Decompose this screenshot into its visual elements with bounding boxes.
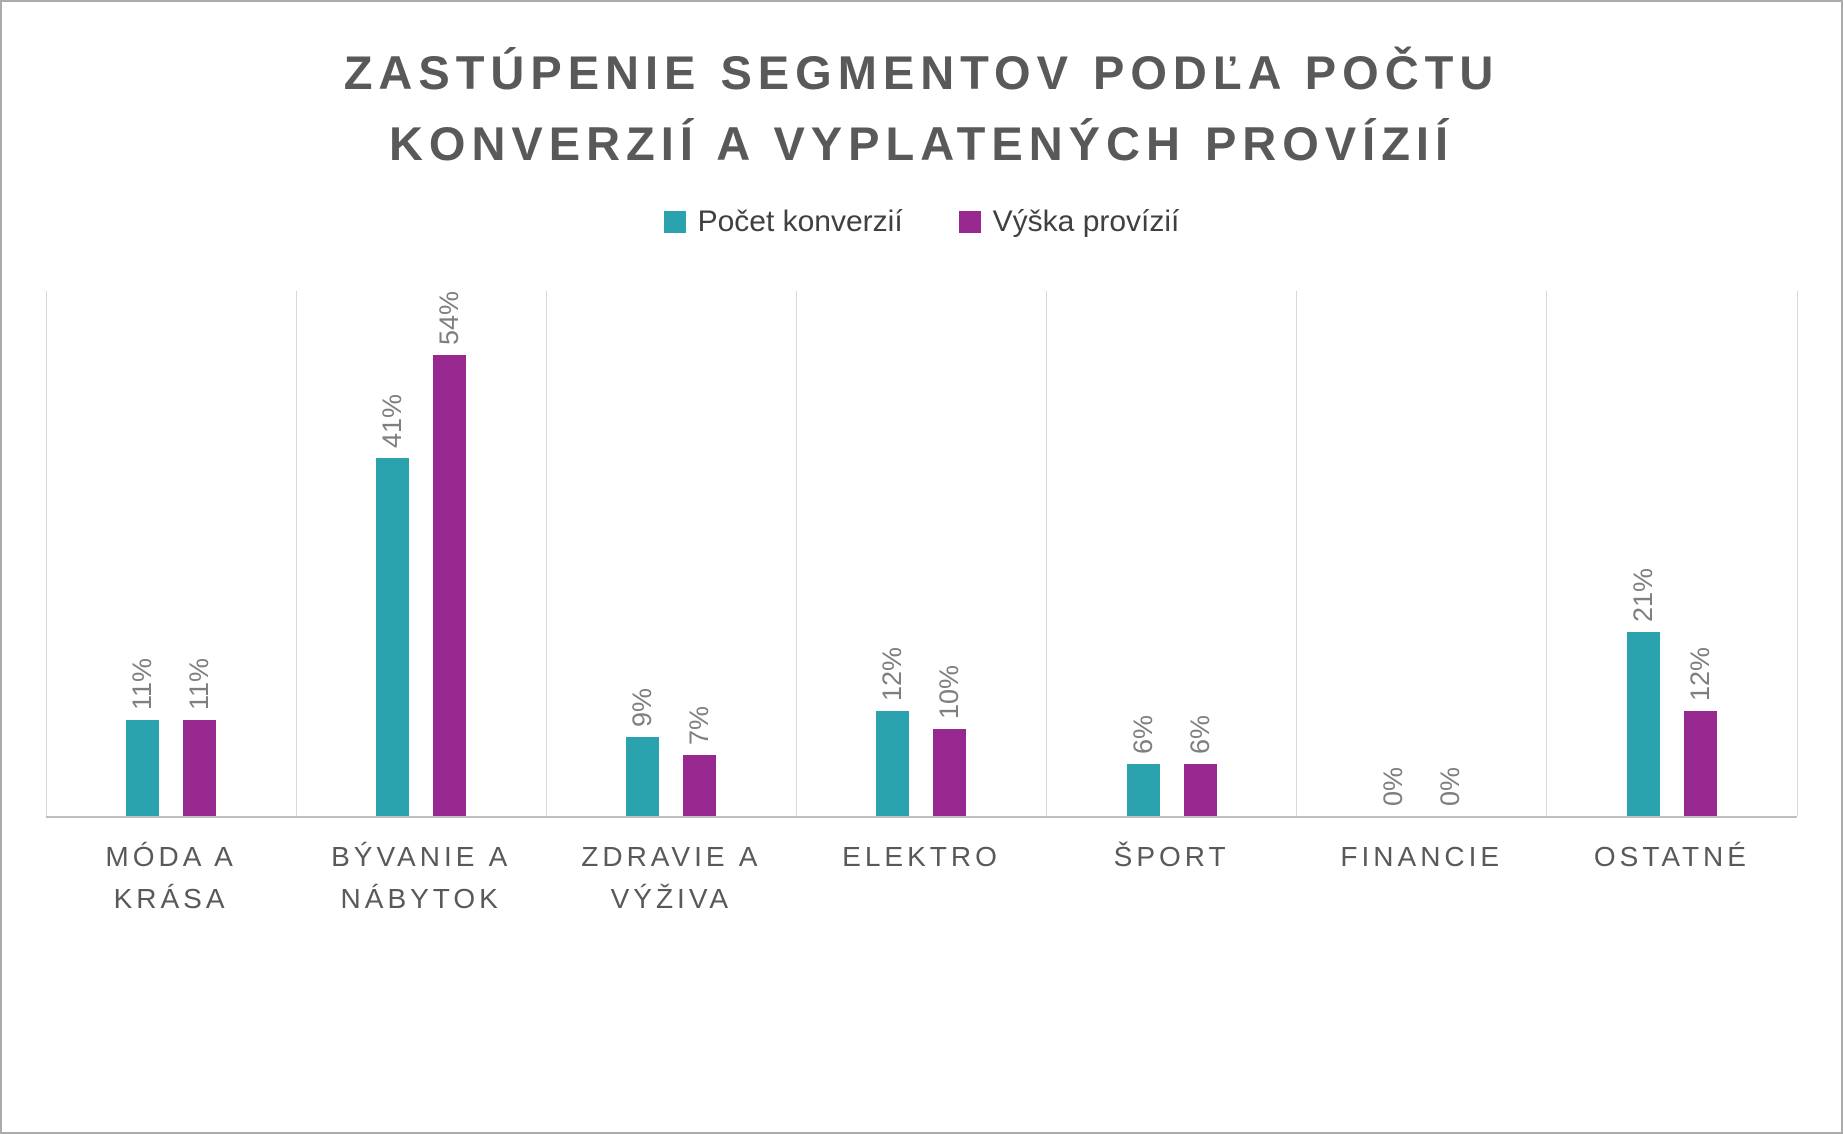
vertical-gridline: [1296, 291, 1298, 816]
bar-vyska-provizii: [1183, 763, 1217, 816]
vertical-gridline: [295, 291, 297, 816]
bar-column: 11%: [126, 291, 160, 816]
data-label: 9%: [627, 688, 658, 728]
bar-pocet-konverzii: [876, 711, 910, 816]
chart-legend: Počet konverzií Výška provízií: [2, 205, 1841, 239]
bar-vyska-provizii: [1683, 711, 1717, 816]
chart-title-line1: ZASTÚPENIE SEGMENTOV PODĽA POČTU: [343, 46, 1500, 99]
data-label: 0%: [1434, 766, 1465, 806]
bar-column: 12%: [876, 291, 910, 816]
bar-pocet-konverzii: [1126, 763, 1160, 816]
vertical-gridline: [545, 291, 547, 816]
bar-column: 6%: [1183, 291, 1217, 816]
bar-column: 0%: [1377, 291, 1410, 816]
category-label: BÝVANIE A NÁBYTOK: [331, 841, 512, 914]
vertical-gridline: [1046, 291, 1048, 816]
bar-column: 54%: [433, 291, 467, 816]
data-label: 10%: [934, 664, 965, 719]
data-label: 54%: [434, 291, 465, 346]
data-label: 6%: [1127, 714, 1158, 754]
bar-pocet-konverzii: [376, 457, 410, 816]
category-label: ZDRAVIE A VÝŽIVA: [581, 841, 762, 914]
bar-group: 6% 6%: [1047, 291, 1297, 816]
category-axis: MÓDA A KRÁSA BÝVANIE A NÁBYTOK ZDRAVIE A V…: [46, 836, 1797, 920]
data-label: 12%: [877, 647, 908, 702]
bar-column: 0%: [1434, 291, 1467, 816]
bar-group: 0% 0%: [1297, 291, 1547, 816]
bar-column: 11%: [183, 291, 217, 816]
category-label: FINANCIE: [1340, 841, 1504, 872]
bar-group: 21% 12%: [1547, 291, 1797, 816]
bar-group: 12% 10%: [796, 291, 1046, 816]
bar-column: 7%: [683, 291, 717, 816]
data-label: 6%: [1184, 714, 1215, 754]
bar-vyska-provizii: [433, 355, 467, 816]
data-label: 7%: [684, 705, 715, 745]
vertical-gridline: [1796, 291, 1798, 816]
bar-groups: 11% 11% 41% 54% 9% 7% 12% 10% 6% 6% 0% 0% 21% 12%: [46, 291, 1797, 816]
data-label: 11%: [184, 657, 215, 710]
legend-item-konverzie: Počet konverzií: [663, 205, 903, 239]
bar-pocet-konverzii: [1626, 632, 1660, 816]
data-label: 11%: [127, 657, 158, 710]
vertical-gridline: [1546, 291, 1548, 816]
bar-column: 9%: [626, 291, 660, 816]
plot-area: 11% 11% 41% 54% 9% 7% 12% 10% 6% 6% 0% 0% 21% 12%: [45, 291, 1798, 818]
bar-group: 9% 7%: [546, 291, 796, 816]
bar-vyska-provizii: [933, 728, 967, 816]
bar-column: 12%: [1683, 291, 1717, 816]
category-label: ŠPORT: [1113, 841, 1230, 872]
legend-swatch-konverzie-icon: [663, 211, 686, 233]
legend-label-konverzie: Počet konverzií: [697, 205, 903, 238]
data-label: 12%: [1684, 647, 1715, 702]
vertical-gridline: [45, 291, 47, 816]
category-label: OSTATNÉ: [1593, 841, 1750, 872]
bar-column: 6%: [1126, 291, 1160, 816]
bar-column: 10%: [933, 291, 967, 816]
data-label: 21%: [1627, 568, 1658, 623]
bar-column: 21%: [1626, 291, 1660, 816]
data-label: 0%: [1377, 766, 1408, 806]
bar-group: 11% 11%: [46, 291, 296, 816]
bar-group: 41% 54%: [296, 291, 546, 816]
category-label: MÓDA A KRÁSA: [105, 841, 237, 914]
legend-label-provizie: Výška provízií: [992, 205, 1180, 238]
legend-swatch-provizie-icon: [958, 211, 981, 233]
data-label: 41%: [377, 393, 408, 448]
bar-pocet-konverzii: [626, 737, 660, 816]
bar-vyska-provizii: [183, 719, 217, 816]
chart-title-line2: KONVERZIÍ A VYPLATENÝCH PROVÍZIÍ: [388, 116, 1455, 170]
bar-vyska-provizii: [683, 754, 717, 816]
chart-title: ZASTÚPENIE SEGMENTOV PODĽA POČTU KONVERZ…: [2, 38, 1841, 179]
bar-pocet-konverzii: [126, 719, 160, 816]
vertical-gridline: [795, 291, 797, 816]
category-label: ELEKTRO: [842, 841, 1001, 872]
bar-column: 41%: [376, 291, 410, 816]
legend-item-provizie: Výška provízií: [958, 205, 1180, 239]
